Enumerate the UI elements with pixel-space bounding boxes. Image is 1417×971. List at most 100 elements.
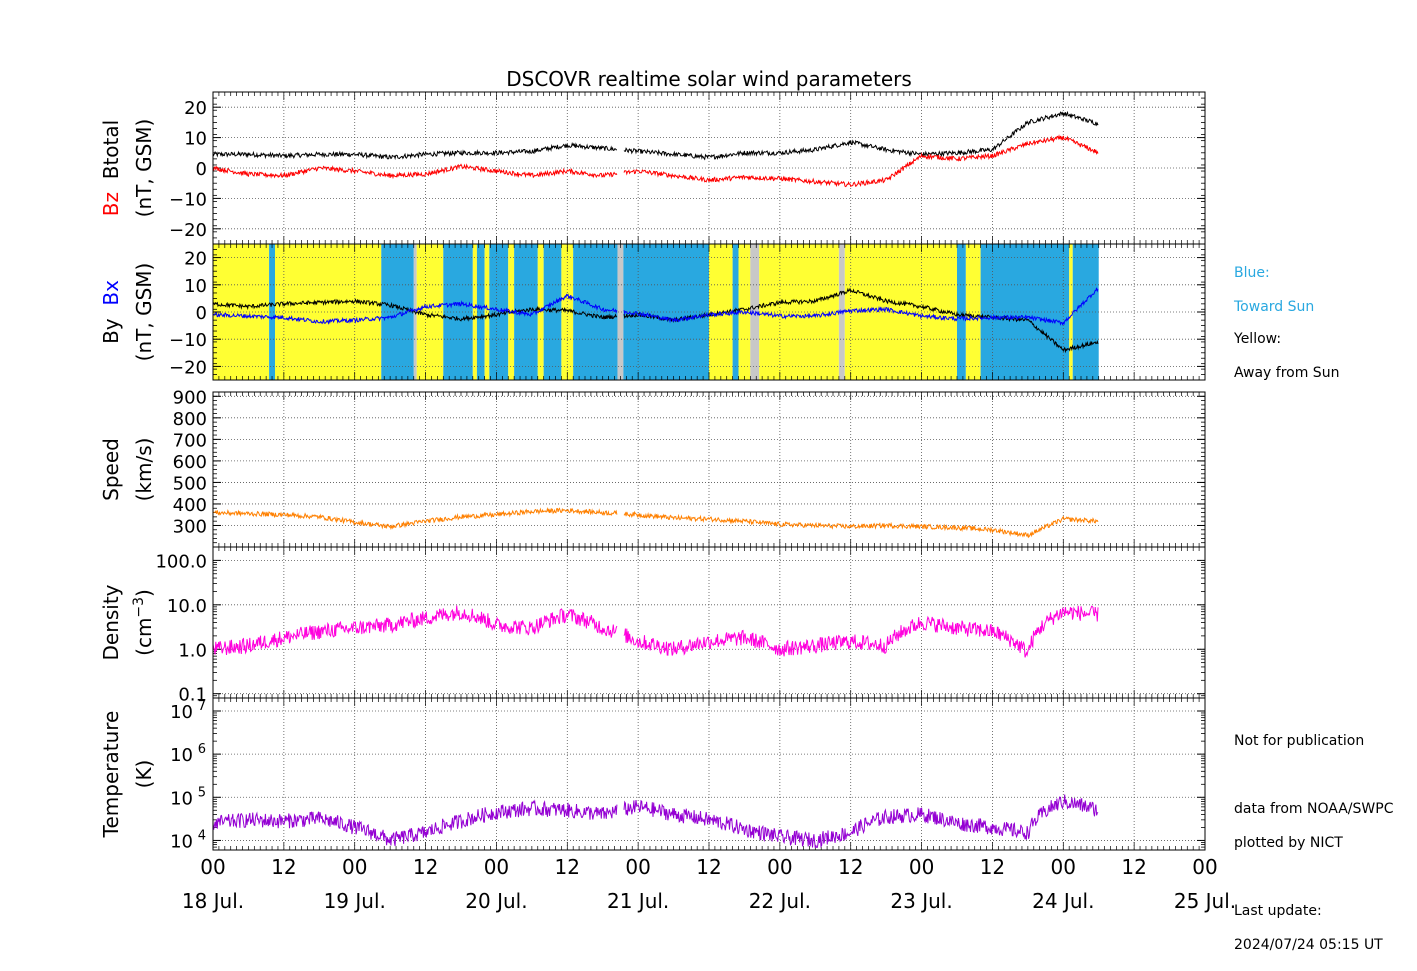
ytick-label-2: 1.0	[178, 640, 207, 661]
ytick-exponent-2: 5	[198, 785, 206, 800]
xtick-label-hour: 00	[909, 855, 934, 879]
ylabel-components: Bz Btotal	[99, 120, 123, 216]
ylabel-bz: Bz	[99, 192, 123, 216]
ytick-label-4: −20	[169, 220, 207, 241]
xtick-label-hour: 00	[484, 855, 509, 879]
xtick-label-hour: 00	[1192, 855, 1217, 879]
ylabel-unit-close: )	[132, 589, 156, 597]
ytick-label-2: 700	[173, 430, 207, 451]
xtick-label-date: 25 Jul.	[1174, 889, 1236, 913]
xtick-label-date: 21 Jul.	[607, 889, 669, 913]
ylabel-units: (nT, GSM)	[132, 119, 156, 218]
ylabel-unit-base: (cm	[132, 618, 156, 656]
ytick-label-2: 0	[196, 303, 207, 324]
sector-away-2	[275, 244, 382, 380]
xtick-label-hour: 12	[413, 855, 438, 879]
ylabel-components: By Bx	[99, 280, 123, 344]
xtick-label-hour: 00	[1051, 855, 1076, 879]
sector-toward-26	[957, 244, 966, 380]
legend-blue-description: Toward Sun	[1234, 299, 1315, 315]
legend-yellow-description: Away from Sun	[1234, 365, 1340, 381]
notes-block: Not for publication data from NOAA/SWPC …	[1234, 716, 1393, 971]
xtick-label-hour: 00	[625, 855, 650, 879]
ytick-label-5: 400	[173, 495, 207, 516]
sector-gap-22	[750, 244, 760, 380]
legend-blue-label: Blue:	[1234, 265, 1270, 281]
ylabel-speed: Speed	[99, 438, 123, 501]
xtick-label-date: 18 Jul.	[182, 889, 244, 913]
xtick-label-hour: 00	[342, 855, 367, 879]
ylabel-bx: Bx	[99, 280, 123, 306]
ytick-label-6: 300	[173, 516, 207, 537]
legend-toward-sun: Blue: Toward Sun	[1234, 248, 1314, 333]
ytick-label-1: 10	[184, 129, 207, 150]
sector-toward-16	[573, 244, 618, 380]
ylabel-temperature-units: (K)	[132, 760, 156, 789]
ytick-label-0: 20	[184, 98, 207, 119]
note-plotted-by: plotted by NICT	[1234, 835, 1343, 851]
solar-wind-chart: DSCOVR realtime solar wind parameters 20…	[99, 67, 1236, 913]
sector-toward-30	[1072, 244, 1099, 380]
ytick-label-1: 10.0	[167, 596, 207, 617]
ytick-label-1: 10	[184, 276, 207, 297]
xtick-label-date: 19 Jul.	[324, 889, 386, 913]
temperature-frame	[212, 697, 1206, 851]
note-last-update-value: 2024/07/24 05:15 UT	[1234, 937, 1383, 953]
ytick-label-4: 500	[173, 473, 207, 494]
ytick-label-3: −10	[169, 189, 207, 210]
sector-away-27	[965, 244, 981, 380]
magnetic-field-by-bx-panel: 20 10 0 −10 −20 By Bx (nT, GSM)	[99, 243, 1206, 381]
ytick-label-1: 10	[170, 745, 193, 766]
xtick-label-hour: 12	[271, 855, 296, 879]
density-panel: 100.0 10.0 1.0 0.1 Density (cm−3)	[99, 546, 1206, 706]
ytick-label-4: −20	[169, 357, 207, 378]
magnetic-field-btotal-bz-panel: 20 10 0 −10 −20 Bz Btotal (nT, GSM)	[99, 91, 1206, 245]
ylabel-speed-units: (km/s)	[132, 438, 156, 502]
ytick-exponent-0: 7	[198, 699, 206, 714]
ytick-label-0: 100.0	[155, 551, 207, 572]
xtick-label-date: 23 Jul.	[890, 889, 952, 913]
ylabel-units: (nT, GSM)	[132, 263, 156, 362]
ylabel-temperature: Temperature	[99, 711, 123, 839]
xtick-label-date: 20 Jul.	[465, 889, 527, 913]
sector-toward-1	[269, 244, 275, 380]
xtick-label-hour: 12	[980, 855, 1005, 879]
legend-yellow-label: Yellow:	[1234, 331, 1282, 347]
xtick-label-hour: 12	[696, 855, 721, 879]
sector-away-29	[1069, 244, 1073, 380]
xtick-label-hour: 12	[838, 855, 863, 879]
ylabel-by: By	[99, 318, 123, 344]
x-axis: 00 12 00 12 00 12 00 12 00 12 00 12 00 12 00 18 Jul. 19 …	[182, 855, 1236, 913]
panels-group: 20 10 0 −10 −20 Bz Btotal (nT, GSM) 20 10 0 −10 −20…	[99, 91, 1206, 852]
series-bz-line	[213, 134, 1099, 188]
ytick-label-0: 10	[170, 702, 193, 723]
series-temperature-line	[213, 794, 1099, 849]
ytick-label-2: 10	[170, 788, 193, 809]
series-density-line	[213, 605, 1099, 658]
xtick-label-hour: 00	[767, 855, 792, 879]
note-last-update-label: Last update:	[1234, 903, 1322, 919]
sector-toward-28	[980, 244, 1070, 380]
series-bx-line	[213, 287, 1099, 326]
note-data-source: data from NOAA/SWPC	[1234, 801, 1394, 817]
xtick-label-date: 22 Jul.	[749, 889, 811, 913]
ytick-label-0: 20	[184, 249, 207, 270]
ylabel-density-units: (cm−3)	[131, 589, 156, 656]
ytick-exponent-3: 4	[198, 828, 206, 843]
legend-away-from-sun: Yellow: Away from Sun	[1234, 314, 1339, 399]
sector-toward-6	[443, 244, 473, 380]
temperature-panel: 10 7 10 6 10 5 10 4 Temperature (K)	[99, 697, 1206, 852]
sector-away-0	[213, 244, 270, 380]
chart-title: DSCOVR realtime solar wind parameters	[506, 67, 912, 91]
xtick-label-hour: 00	[200, 855, 225, 879]
sector-gap-17	[617, 244, 624, 380]
ylabel-sep	[99, 306, 123, 319]
ylabel-density: Density	[99, 584, 123, 660]
ylabel-sep	[99, 179, 123, 192]
magnetic-field-by-bx-frame	[212, 243, 1206, 381]
xtick-label-date: 24 Jul.	[1032, 889, 1094, 913]
ytick-label-3: 600	[173, 452, 207, 473]
xtick-label-hour: 12	[1121, 855, 1146, 879]
ytick-exponent-1: 6	[198, 742, 206, 757]
